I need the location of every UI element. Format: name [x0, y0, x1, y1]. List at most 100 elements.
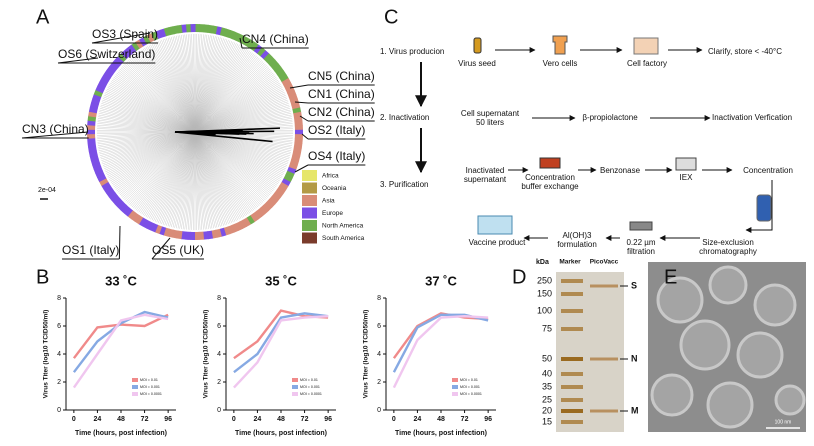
label-leader [301, 133, 309, 140]
tree-branch [194, 34, 201, 133]
tree-branch [182, 34, 196, 133]
tree-ring-segment [114, 198, 124, 208]
marker-band [561, 398, 583, 402]
tree-branch [164, 131, 196, 226]
tree-branch [194, 34, 197, 133]
tree-ring-segment [108, 192, 118, 201]
tree-branch [133, 131, 196, 209]
tree-branch [169, 131, 196, 227]
tree-ring-segment [257, 47, 266, 57]
tree-branch [194, 106, 290, 133]
tree-ring-segment [146, 33, 155, 43]
tree-branch [191, 34, 196, 133]
tree-ring-segment [246, 215, 255, 225]
tree-branch [194, 68, 271, 133]
tree-branch [137, 131, 196, 212]
tree-ring-segment [269, 59, 279, 69]
tree-branch [115, 131, 196, 190]
icon-flask [552, 35, 568, 55]
tree-branch [151, 43, 196, 133]
tree-branch [194, 47, 246, 133]
tree-ring-segment [101, 73, 111, 82]
tree-branch [194, 40, 231, 133]
tree-branch [148, 131, 196, 219]
tree-branch [189, 34, 196, 133]
tree-label: OS5 (UK) [152, 243, 204, 257]
y-tick-label: 0 [57, 407, 61, 414]
label-leader [21, 131, 89, 139]
tree-branch [104, 93, 196, 133]
tree-branch [194, 48, 248, 133]
tree-branch [166, 131, 196, 226]
tree-branch [125, 131, 196, 202]
tree-ring-segment [87, 133, 96, 139]
tree-branch [113, 77, 196, 133]
tree-branch [194, 95, 286, 133]
tree-branch [112, 78, 196, 133]
workflow-node: 50 liters [476, 118, 504, 127]
workflow-node: Concentration [743, 166, 793, 175]
tree-branch [116, 72, 196, 133]
tree-branch [194, 35, 214, 133]
tree-branch [138, 51, 196, 133]
step-label: 1. Virus producion [380, 47, 444, 56]
tree-branch [194, 131, 280, 182]
tree-branch [187, 131, 196, 230]
tree-ring-segment [283, 174, 293, 183]
marker-label: 20 [542, 405, 552, 415]
tree-ring-segment [93, 89, 104, 98]
tree-ring-segment [172, 25, 179, 35]
workflow-node: Size-exclusion [702, 238, 754, 247]
marker-band [561, 385, 583, 389]
tree-branch [130, 57, 196, 133]
y-tick-label: 0 [377, 407, 381, 414]
tree-ring-segment [276, 185, 287, 195]
workflow-node: supernatant [464, 175, 507, 184]
tree-branch [194, 56, 259, 133]
tree-branch [99, 131, 196, 153]
tree-branch [194, 131, 248, 216]
tree-branch [194, 131, 286, 171]
scale-bar-label: 100 nm [775, 419, 792, 425]
tree-branch [194, 131, 226, 226]
tree-branch [166, 38, 196, 133]
tree-branch [112, 131, 196, 186]
marker-band [561, 279, 583, 283]
tree-ring-segment [127, 44, 137, 54]
marker-label: 15 [542, 416, 552, 426]
tree-branch [100, 106, 196, 133]
tree-branch [159, 40, 196, 133]
tree-ring-segment [293, 116, 303, 123]
tree-branch [194, 118, 293, 133]
tree-branch [194, 34, 203, 133]
tree-branch [194, 108, 291, 133]
tree-ring-segment [266, 56, 276, 66]
tree-branch [174, 129, 243, 133]
tree-branch [97, 131, 196, 143]
tree-ring-segment [124, 47, 134, 57]
tree-branch [194, 74, 275, 133]
y-tick-label: 6 [217, 323, 221, 330]
tree-label: OS1 (Italy) [62, 243, 119, 257]
tree-branch [97, 131, 196, 145]
tree-branch [126, 131, 196, 203]
tree-branch [131, 131, 196, 208]
legend-swatch [302, 220, 317, 231]
tree-branch [135, 53, 196, 133]
tree-branch [194, 49, 249, 133]
tree-branch [106, 131, 196, 174]
tree-branch [194, 131, 267, 199]
y-tick-label: 4 [57, 351, 61, 358]
tree-ring-segment [283, 81, 293, 90]
tree-ring-segment [293, 142, 303, 149]
tree-branch [194, 131, 272, 194]
marker-label: 250 [537, 275, 552, 285]
tree-branch [126, 61, 196, 133]
marker-band [561, 372, 583, 376]
tree-branch [194, 72, 274, 133]
tree-branch [145, 47, 196, 133]
tree-branch [167, 37, 196, 133]
tree-branch [194, 131, 249, 215]
marker-band [561, 420, 583, 424]
